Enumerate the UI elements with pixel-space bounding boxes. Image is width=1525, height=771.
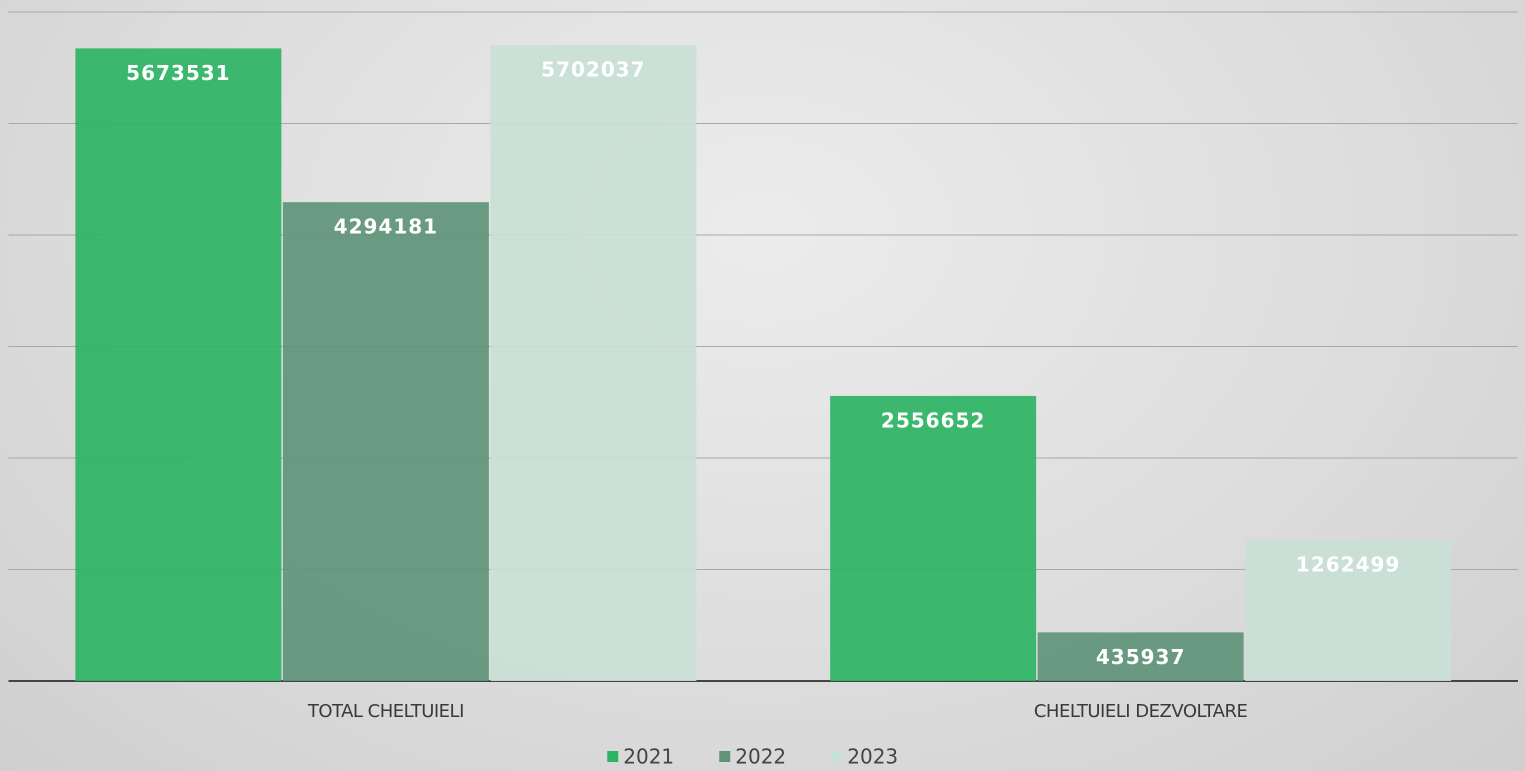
x-tick-label: TOTAL CHELTUIELI [307, 701, 464, 722]
bar [282, 202, 489, 681]
legend-label: 2021 [623, 745, 674, 769]
value-label: 1262499 [1296, 553, 1400, 577]
value-label: 4294181 [334, 215, 438, 239]
legend-label: 2022 [735, 745, 786, 769]
legend-swatch [719, 751, 731, 762]
bar [830, 395, 1037, 681]
legend-swatch [607, 751, 619, 762]
value-label: 2556652 [881, 408, 985, 432]
bar [490, 45, 697, 681]
value-label: 435937 [1096, 645, 1186, 669]
bar [75, 48, 282, 681]
bar [1037, 632, 1244, 681]
value-label: 5702037 [541, 58, 645, 82]
legend-swatch [831, 751, 843, 762]
x-tick-label: CHELTUIELI DEZVOLTARE [1034, 701, 1248, 722]
value-label: 5673531 [126, 61, 230, 85]
bar [1245, 540, 1452, 681]
legend-label: 2023 [847, 745, 898, 769]
